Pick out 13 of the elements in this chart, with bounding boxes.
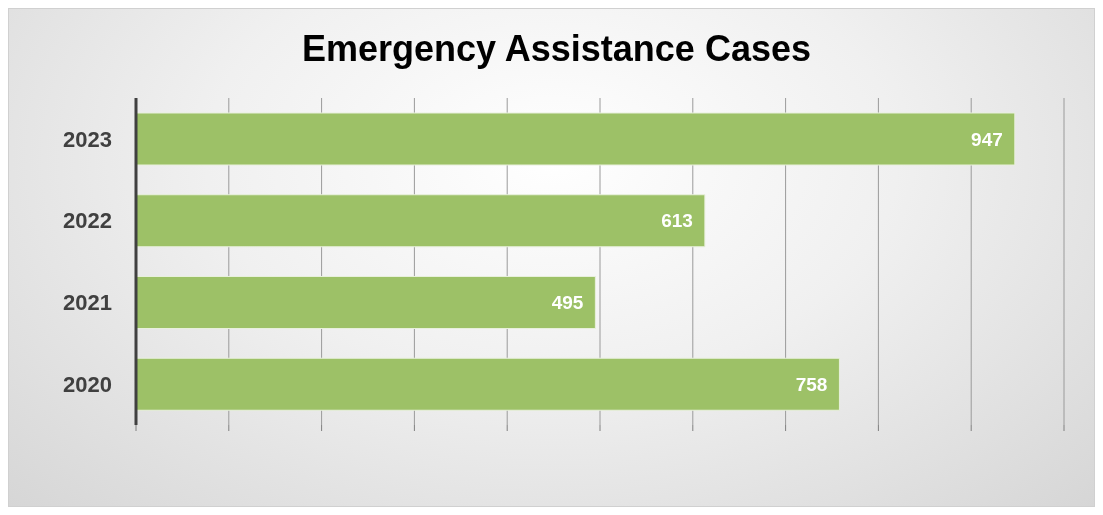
chart-title: Emergency Assistance Cases [301, 27, 812, 71]
bar [136, 276, 596, 329]
y-tick-label: 2022 [63, 208, 112, 234]
y-tick-label: 2021 [63, 290, 112, 316]
bar [136, 194, 706, 248]
data-label: 947 [971, 128, 1003, 150]
data-label: 758 [795, 373, 828, 395]
y-tick-label: 2023 [63, 126, 112, 152]
bar [136, 112, 1016, 166]
data-label: 613 [661, 210, 693, 232]
y-tick-label: 2020 [63, 371, 112, 397]
data-label: 495 [551, 292, 584, 314]
bar [136, 357, 840, 411]
